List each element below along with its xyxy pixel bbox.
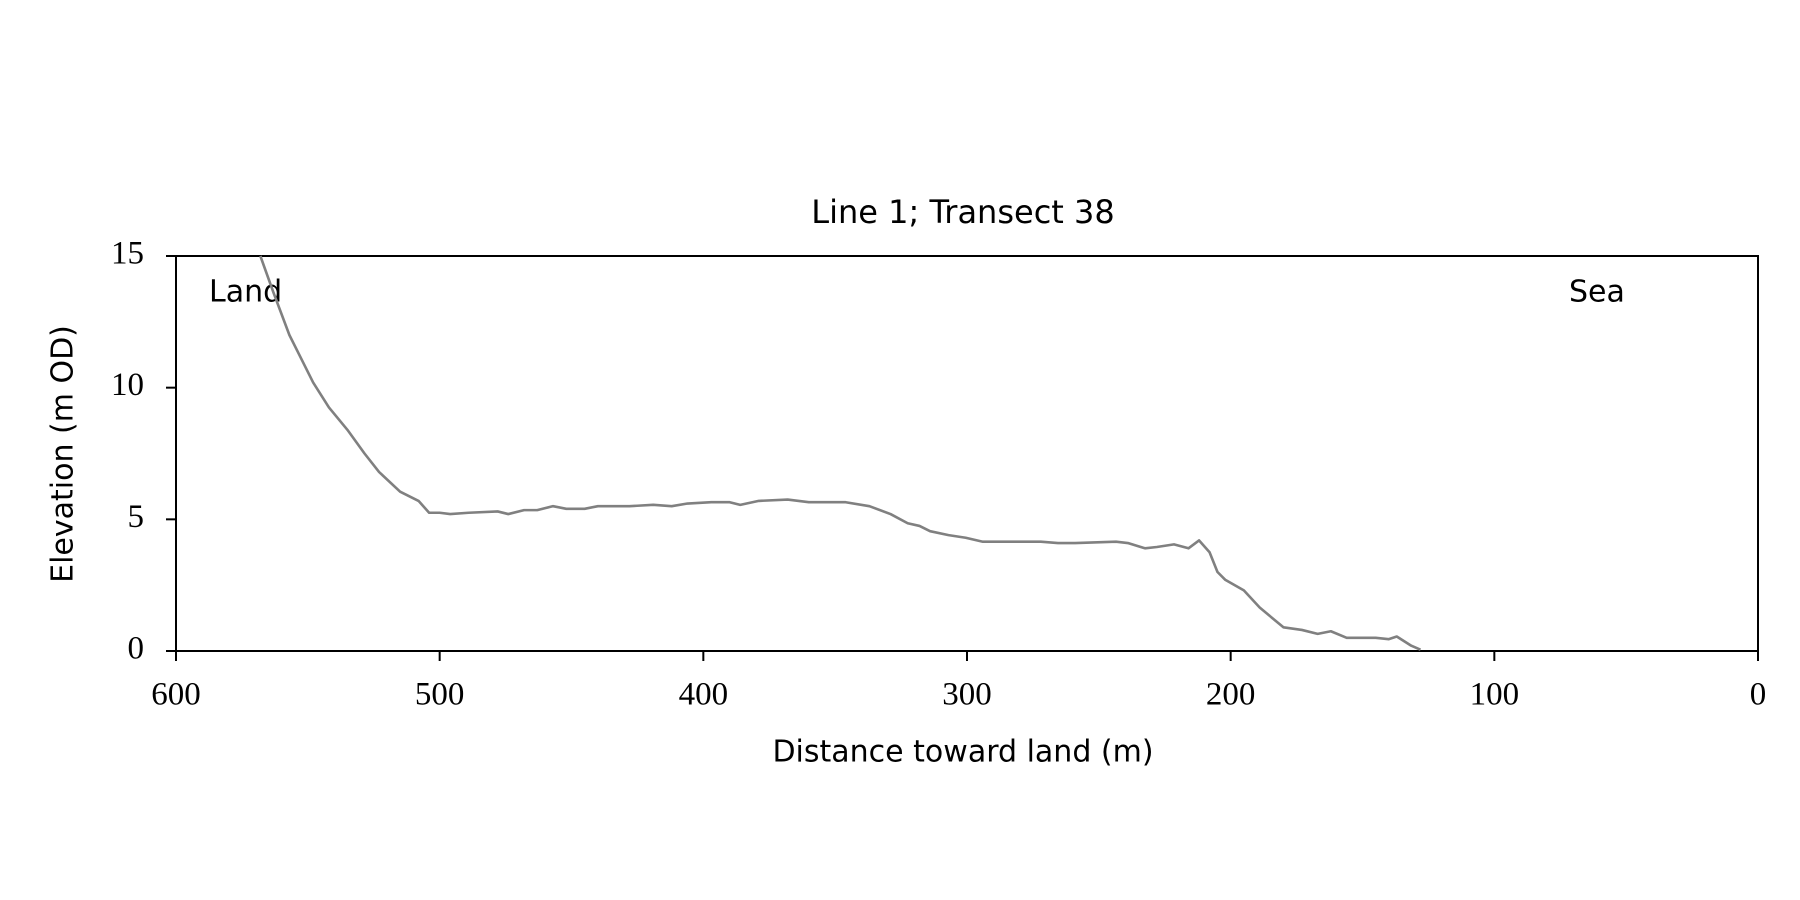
x-tick-label: 300 <box>942 677 992 713</box>
y-axis-label: Elevation (m OD) <box>46 325 81 583</box>
x-axis-label: Distance toward land (m) <box>772 735 1153 770</box>
annotation: Sea <box>1569 275 1625 310</box>
y-tick-label: 5 <box>128 499 145 535</box>
y-tick-label: 0 <box>128 631 145 667</box>
data-line <box>259 255 1422 651</box>
x-tick-label: 600 <box>151 677 201 713</box>
y-tick-label: 15 <box>111 236 144 272</box>
x-tick-label: 500 <box>415 677 465 713</box>
x-tick-label: 400 <box>679 677 729 713</box>
x-tick-label: 100 <box>1470 677 1520 713</box>
annotation: Land <box>209 275 282 310</box>
chart-title: Line 1; Transect 38 <box>811 193 1114 231</box>
y-tick-label: 10 <box>111 367 144 403</box>
x-tick-label: 200 <box>1206 677 1256 713</box>
x-tick-label: 0 <box>1750 677 1767 713</box>
plot-frame <box>175 255 1759 652</box>
